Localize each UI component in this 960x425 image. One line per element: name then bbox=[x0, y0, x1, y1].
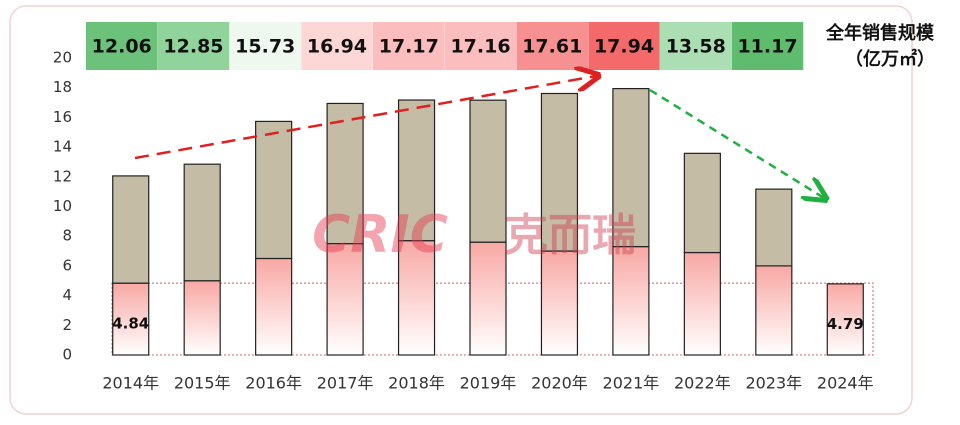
total-label: 17.17 bbox=[379, 36, 439, 58]
bar-segment bbox=[683, 152, 721, 254]
x-tick-label: 2014年 bbox=[102, 374, 159, 393]
total-label: 17.61 bbox=[522, 36, 582, 58]
bar-segment bbox=[183, 280, 221, 356]
bar-segment bbox=[255, 257, 293, 356]
x-tick-label: 2023年 bbox=[745, 374, 802, 393]
x-tick-label: 2018年 bbox=[388, 374, 445, 393]
x-tick-label: 2022年 bbox=[674, 374, 731, 393]
y-tick-label: 2 bbox=[62, 316, 72, 334]
total-label: 15.73 bbox=[235, 36, 295, 58]
frame bbox=[9, 5, 913, 415]
y-tick-label: 8 bbox=[62, 227, 72, 245]
y-tick-label: 20 bbox=[53, 49, 72, 67]
total-cell bbox=[731, 22, 804, 70]
total-cell bbox=[157, 22, 230, 70]
total-cell bbox=[373, 22, 445, 70]
x-tick-label: 2015年 bbox=[174, 374, 231, 393]
value-label: 4.79 bbox=[827, 315, 864, 333]
chart-title: 全年销售规模 bbox=[825, 22, 935, 44]
total-label: 12.06 bbox=[92, 36, 152, 58]
total-label: 16.94 bbox=[307, 36, 367, 58]
bar-segment bbox=[397, 99, 436, 242]
total-cell bbox=[516, 22, 588, 70]
watermark: 克而瑞 bbox=[504, 210, 636, 261]
trend-arrow bbox=[134, 76, 596, 160]
bar-segment bbox=[183, 163, 221, 282]
bar-segment bbox=[469, 99, 507, 243]
total-cell bbox=[301, 22, 373, 70]
y-tick-label: 16 bbox=[53, 108, 72, 126]
total-label: 17.16 bbox=[450, 36, 510, 58]
bar-segment bbox=[326, 102, 364, 245]
y-tick-label: 10 bbox=[53, 197, 72, 215]
x-tick-label: 2021年 bbox=[603, 374, 660, 393]
total-cell bbox=[86, 22, 158, 70]
total-label: 17.94 bbox=[594, 36, 654, 58]
bar-segment bbox=[540, 250, 579, 356]
value-label: 4.84 bbox=[112, 315, 149, 333]
total-cell bbox=[588, 22, 660, 70]
bar-segment bbox=[755, 265, 793, 356]
total-label: 11.17 bbox=[737, 36, 797, 58]
bar-segment bbox=[255, 120, 293, 260]
y-tick-label: 18 bbox=[53, 78, 72, 96]
x-tick-label: 2016年 bbox=[245, 374, 302, 393]
chart-subtitle: （亿万㎡） bbox=[845, 48, 935, 70]
trend-arrow bbox=[649, 88, 824, 198]
bar-segment bbox=[612, 87, 650, 248]
bar-segment bbox=[826, 283, 864, 356]
y-tick-label: 4 bbox=[62, 286, 72, 304]
x-tick-label: 2017年 bbox=[317, 374, 374, 393]
y-tick-label: 6 bbox=[62, 256, 72, 274]
y-tick-label: 12 bbox=[53, 167, 72, 185]
total-cell bbox=[444, 22, 517, 70]
y-tick-label: 14 bbox=[53, 138, 72, 156]
bar-segment bbox=[683, 251, 721, 356]
y-tick-label: 0 bbox=[62, 346, 72, 364]
total-label: 13.58 bbox=[666, 36, 726, 58]
bar-segment bbox=[112, 175, 150, 284]
watermark: CRIC bbox=[312, 205, 448, 265]
total-label: 12.85 bbox=[163, 36, 223, 58]
total-cell bbox=[229, 22, 301, 70]
x-tick-label: 2024年 bbox=[817, 374, 874, 393]
bar-segment bbox=[469, 241, 507, 356]
x-tick-label: 2020年 bbox=[531, 374, 588, 393]
bar-segment bbox=[612, 245, 650, 356]
bar-segment bbox=[540, 92, 579, 252]
x-tick-label: 2019年 bbox=[460, 374, 517, 393]
total-cell bbox=[660, 22, 732, 70]
bar-segment bbox=[755, 188, 793, 267]
